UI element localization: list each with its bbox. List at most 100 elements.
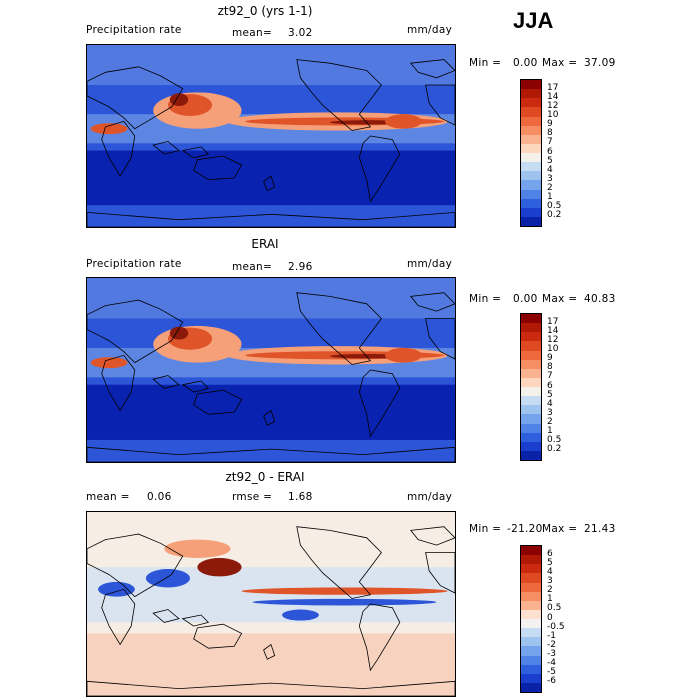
max-value: 40.83 (584, 293, 616, 305)
precip-field-map (87, 45, 455, 227)
max-label: Max = (542, 293, 578, 305)
panel-title: zt92_0 (yrs 1-1) (217, 4, 313, 18)
mean-label: mean= (232, 27, 273, 39)
mean-value: 0.06 (147, 491, 172, 503)
colorbar-tick-label: 5 (547, 155, 553, 166)
variable-label: Precipitation rate (86, 24, 182, 36)
itcz-excess (241, 587, 448, 595)
colorbar-swatch (521, 546, 541, 556)
dry-band-south (87, 384, 455, 440)
colorbar-tick-label: -0.5 (547, 621, 565, 632)
dry-band-south (87, 150, 455, 206)
colorbar-tick-label: 2 (547, 417, 553, 427)
mean-label: mean= (232, 261, 273, 273)
colorbar-swatch (521, 555, 541, 565)
colorbar-swatch (521, 450, 541, 460)
colorbar-swatch (521, 216, 541, 226)
coastline (410, 526, 455, 546)
colorbar-swatch (521, 341, 541, 351)
coastline (358, 135, 401, 203)
rmse-value: 1.68 (288, 491, 313, 503)
mean-label: mean = (86, 491, 130, 503)
colorbar-tick-label: 4 (547, 398, 553, 409)
mean-value: 2.96 (288, 261, 313, 273)
colorbar-tick-label: 3 (547, 407, 553, 418)
indian-ocean-rain (90, 123, 128, 135)
colorbar-swatch (521, 441, 541, 451)
variable-label: Precipitation rate (86, 258, 182, 270)
mid-latitude-band (87, 45, 455, 86)
max-label: Max = (542, 523, 578, 535)
min-label: Min = (469, 293, 502, 305)
max-value: 21.43 (584, 523, 616, 535)
colorbar-swatch (521, 171, 541, 181)
colorbar-tick-label: -3 (547, 649, 556, 659)
colorbar-tick-label: 10 (547, 110, 559, 120)
coastline (193, 155, 243, 181)
colorbar-tick-label: 1 (547, 594, 553, 605)
colorbar-swatch (521, 600, 541, 610)
colorbar (520, 313, 542, 461)
colorbar-tick-label: 9 (547, 353, 553, 364)
colorbar-swatch (521, 153, 541, 163)
warm-pool-excess (197, 558, 242, 577)
colorbar-swatch (521, 350, 541, 360)
colorbar-tick-label: 2 (547, 585, 553, 596)
colorbar-tick-label: 8 (547, 362, 553, 373)
coastline (87, 66, 184, 130)
colorbar-tick-label: 9 (547, 119, 553, 130)
units-label: mm/day (407, 258, 453, 270)
mid-latitude-band (87, 278, 455, 319)
coastline (87, 680, 455, 696)
coastline (410, 59, 455, 79)
colorbar-swatch (521, 116, 541, 126)
coastline (410, 292, 455, 312)
colorbar-tick-label: 14 (547, 91, 559, 102)
colorbar-swatch (521, 664, 541, 674)
coastline (87, 299, 184, 364)
colorbar-tick-label: 0.2 (547, 210, 562, 221)
colorbar-swatch (521, 377, 541, 387)
coastline (296, 526, 382, 599)
coastline (193, 623, 243, 649)
coastline (181, 380, 210, 393)
colorbar-swatch (521, 180, 541, 190)
panel-title: zt92_0 - ERAI (225, 470, 305, 484)
coastline (87, 446, 455, 462)
coastline (101, 120, 136, 177)
itcz-deficit (252, 598, 437, 606)
monsoon-deficit (145, 569, 191, 588)
atlantic-rain (385, 347, 422, 363)
colorbar-swatch (521, 207, 541, 217)
colorbar-swatch (521, 198, 541, 208)
coastline (425, 552, 455, 594)
coastline (263, 409, 276, 426)
colorbar-tick-label: 17 (547, 316, 559, 327)
units-label: mm/day (407, 24, 453, 36)
indian-ocean-deficit (98, 581, 135, 597)
colorbar-swatch (521, 323, 541, 333)
colorbar-tick-label: 0.2 (547, 444, 562, 455)
tropical-band (87, 567, 455, 623)
colorbar-swatch (521, 619, 541, 629)
difference-field-map (87, 512, 455, 696)
colorbar-tick-label: 1 (547, 426, 553, 437)
colorbar-tick-label: 12 (547, 334, 559, 345)
colorbar-tick-label: 0.5 (547, 435, 562, 446)
colorbar-tick-label: 7 (547, 137, 553, 148)
coastline (358, 603, 401, 672)
colorbar-tick-label: 2 (547, 183, 553, 193)
coastline (296, 59, 382, 131)
atlantic-rain (385, 114, 422, 129)
coastline (358, 369, 401, 438)
colorbar-tick-label: 0.5 (547, 603, 562, 614)
colorbar-swatch (521, 98, 541, 108)
max-value: 37.09 (584, 57, 616, 69)
colorbar-swatch (521, 564, 541, 574)
colorbar (520, 545, 542, 693)
colorbar-swatch (521, 628, 541, 638)
colorbar-swatch (521, 387, 541, 397)
min-value: 0.00 (513, 57, 538, 69)
precip-field-map (87, 278, 455, 462)
colorbar-tick-label: 3 (547, 576, 553, 586)
